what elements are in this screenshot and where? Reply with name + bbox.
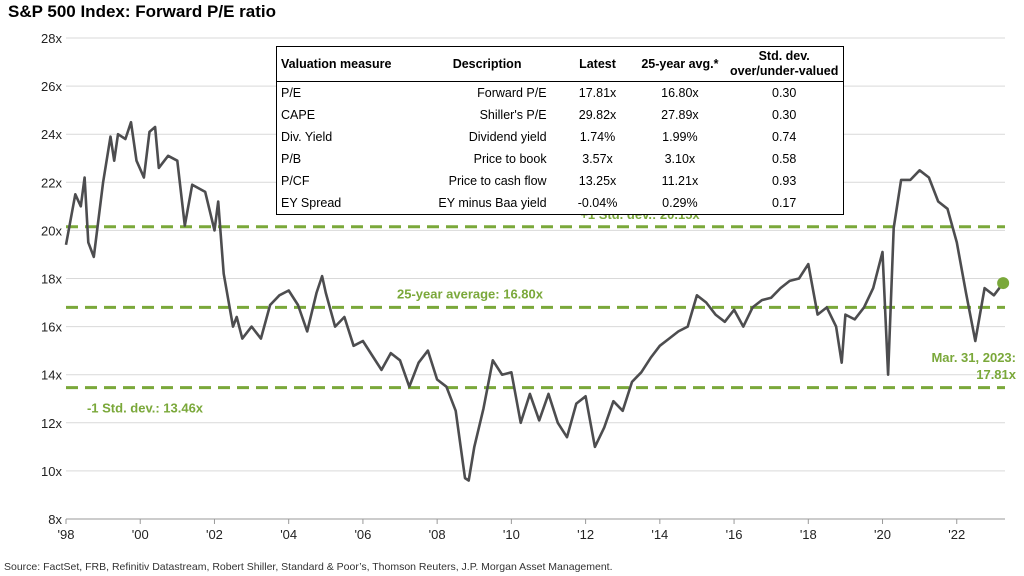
- table-row: P/CF Price to cash flow 13.25x 11.21x 0.93: [277, 170, 843, 192]
- table-row: CAPE Shiller's P/E 29.82x 27.89x 0.30: [277, 104, 843, 126]
- table: Valuation measure Description Latest 25-yea…: [277, 47, 843, 214]
- y-tick-label: 28x: [41, 31, 62, 46]
- table-cell: 16.80x: [661, 86, 699, 100]
- table-cell: Price to cash flow: [448, 174, 547, 188]
- latest-point: [997, 277, 1010, 290]
- table-cell: 0.58: [772, 152, 797, 166]
- y-tick-label: 20x: [41, 223, 62, 238]
- table-row: P/B Price to book 3.57x 3.10x 0.58: [277, 148, 843, 170]
- y-tick-label: 16x: [41, 320, 62, 335]
- table-cell: Div. Yield: [281, 130, 333, 144]
- pe-line: [64, 120, 1005, 482]
- table-header-cell: 25-year avg.*: [634, 47, 726, 82]
- table-cell: 0.29%: [662, 196, 698, 210]
- table-row: Div. Yield Dividend yield 1.74% 1.99% 0.74: [277, 126, 843, 148]
- x-tick-label: '22: [948, 527, 965, 542]
- table-cell: 13.25x: [578, 174, 617, 188]
- y-tick-label: 14x: [41, 368, 62, 383]
- table-header-cell: Description: [413, 47, 561, 82]
- valuation-table: Valuation measure Description Latest 25-yea…: [276, 46, 844, 215]
- y-tick-label: 12x: [41, 416, 62, 431]
- table-cell: Forward P/E: [477, 86, 547, 100]
- table-cell: 0.74: [772, 130, 797, 144]
- table-cell: 0.30: [772, 108, 797, 122]
- table-header-cell: Latest: [560, 47, 635, 82]
- x-tick-label: '18: [800, 527, 817, 542]
- table-cell: Shiller's P/E: [479, 108, 547, 122]
- reference-label: 25-year average: 16.80x: [397, 286, 544, 301]
- table-cell: EY minus Baa yield: [438, 196, 547, 210]
- x-tick-label: '04: [280, 527, 297, 542]
- table-cell: 29.82x: [578, 108, 617, 122]
- table-cell: 17.81x: [578, 86, 617, 100]
- x-tick-label: '10: [503, 527, 520, 542]
- table-cell: EY Spread: [281, 196, 342, 210]
- reference-label: -1 Std. dev.: 13.46x: [87, 401, 204, 416]
- table-cell: P/E: [281, 86, 302, 100]
- table-cell: CAPE: [281, 108, 316, 122]
- table-cell: 0.17: [772, 196, 797, 210]
- x-tick-label: '98: [58, 527, 75, 542]
- annotation: 17.81x: [976, 367, 1017, 382]
- source-note: Source: FactSet, FRB, Refinitiv Datastre…: [4, 561, 613, 573]
- chart-title: S&P 500 Index: Forward P/E ratio: [8, 2, 276, 21]
- table-cell: 0.30: [772, 86, 797, 100]
- table-cell: 1.74%: [579, 130, 616, 144]
- annotation: Mar. 31, 2023:: [931, 350, 1016, 365]
- x-tick-label: '06: [354, 527, 371, 542]
- y-tick-label: 22x: [41, 175, 62, 190]
- table-cell: 0.93: [772, 174, 797, 188]
- table-cell: -0.04%: [577, 196, 618, 210]
- table-row: P/E Forward P/E 17.81x 16.80x 0.30: [277, 82, 843, 105]
- x-tick-label: '02: [206, 527, 223, 542]
- table-header-cell: Std. dev. over/under-valued: [725, 47, 843, 82]
- table-cell: 1.99%: [662, 130, 698, 144]
- y-tick-label: 10x: [41, 464, 62, 479]
- table-cell: 11.21x: [661, 174, 699, 188]
- y-tick-label: 18x: [41, 272, 62, 287]
- x-tick-label: '16: [726, 527, 743, 542]
- table-cell: P/CF: [281, 174, 310, 188]
- table-cell: 3.57x: [582, 152, 613, 166]
- table-header-cell: Valuation measure: [277, 47, 414, 82]
- x-tick-label: '12: [577, 527, 594, 542]
- table-cell: P/B: [281, 152, 302, 166]
- x-tick-label: '14: [651, 527, 668, 542]
- x-tick-label: '08: [429, 527, 446, 542]
- x-tick-label: '00: [132, 527, 149, 542]
- table-cell: 27.89x: [661, 108, 699, 122]
- table-cell: 3.10x: [664, 152, 696, 166]
- table-cell: Dividend yield: [468, 130, 547, 144]
- y-tick-label: 8x: [48, 512, 62, 527]
- table-cell: Price to book: [473, 152, 547, 166]
- y-tick-label: 26x: [41, 79, 62, 94]
- table-header: Valuation measure Description Latest 25-yea…: [277, 47, 843, 82]
- table-row: EY Spread EY minus Baa yield -0.04% 0.29% 0.…: [277, 192, 843, 214]
- x-tick-label: '20: [874, 527, 891, 542]
- y-tick-label: 24x: [41, 127, 62, 142]
